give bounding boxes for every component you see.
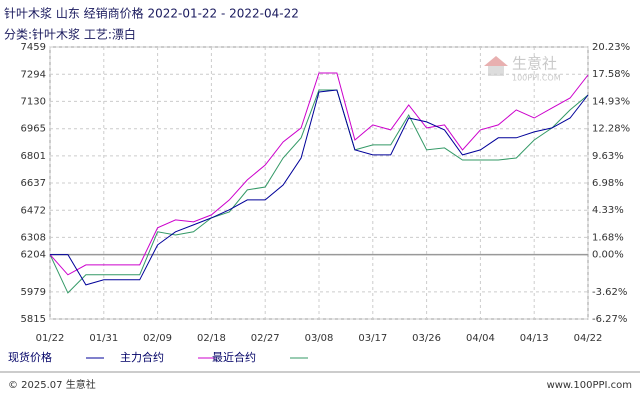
y-tick-label: 7294 (21, 69, 46, 80)
x-tick-label: 04/22 (574, 333, 603, 344)
chart-subtitle: 分类:针叶木浆 工艺:漂白 (4, 27, 136, 42)
y2-tick-label: 20.23% (592, 42, 630, 53)
legend-label: 现货价格 (8, 350, 52, 364)
x-tick-label: 04/13 (520, 333, 549, 344)
x-tick-label: 04/04 (466, 333, 495, 344)
watermark-text: 生意社 (512, 55, 557, 73)
watermark-icon (484, 56, 508, 66)
y2-tick-label: 17.58% (592, 69, 630, 80)
y2-tick-label: 12.28% (592, 124, 630, 135)
y-tick-label: 6637 (21, 178, 46, 189)
x-tick-label: 02/27 (251, 333, 280, 344)
y2-tick-label: 4.33% (592, 205, 624, 216)
y-tick-label: 6308 (21, 232, 46, 243)
series-line (49, 89, 589, 294)
footer-right: www.100PPI.com (547, 380, 632, 391)
y-tick-label: 6472 (21, 205, 46, 216)
y2-tick-label: -6.27% (592, 314, 627, 325)
y-tick-label: 7130 (21, 96, 46, 107)
x-tick-label: 02/18 (197, 333, 226, 344)
x-tick-label: 01/31 (89, 333, 118, 344)
x-tick-label: 03/08 (305, 333, 334, 344)
watermark: 生意社 100PPI.COM (484, 55, 561, 83)
series-line (49, 72, 589, 276)
watermark-icon-base (488, 66, 504, 76)
x-tick-label: 03/17 (358, 333, 387, 344)
chart-title: 针叶木浆 山东 经销商价格 2022-01-22 - 2022-04-22 (4, 6, 299, 21)
y2-tick-label: 14.93% (592, 96, 630, 107)
legend-label: 最近合约 (212, 350, 256, 364)
y-tick-label: 6801 (21, 151, 46, 162)
y-tick-label: 6204 (21, 250, 46, 261)
y-tick-label: 5815 (21, 314, 46, 325)
x-tick-label: 01/22 (36, 333, 65, 344)
footer-left: © 2025.07 生意社 (8, 378, 96, 391)
y2-tick-label: 1.68% (592, 232, 624, 243)
y2-tick-label: 0.00% (592, 250, 624, 261)
legend-label: 主力合约 (120, 350, 164, 364)
series-line (50, 89, 589, 286)
watermark-sub: 100PPI.COM (512, 74, 561, 83)
y2-tick-label: 6.98% (592, 178, 624, 189)
x-tick-label: 02/09 (143, 333, 172, 344)
x-tick-label: 03/26 (412, 333, 441, 344)
y-tick-label: 6965 (21, 124, 46, 135)
y2-tick-label: -3.62% (592, 287, 627, 298)
y-tick-label: 7459 (21, 42, 46, 53)
y-tick-label: 5979 (21, 287, 46, 298)
y2-tick-label: 9.63% (592, 151, 624, 162)
